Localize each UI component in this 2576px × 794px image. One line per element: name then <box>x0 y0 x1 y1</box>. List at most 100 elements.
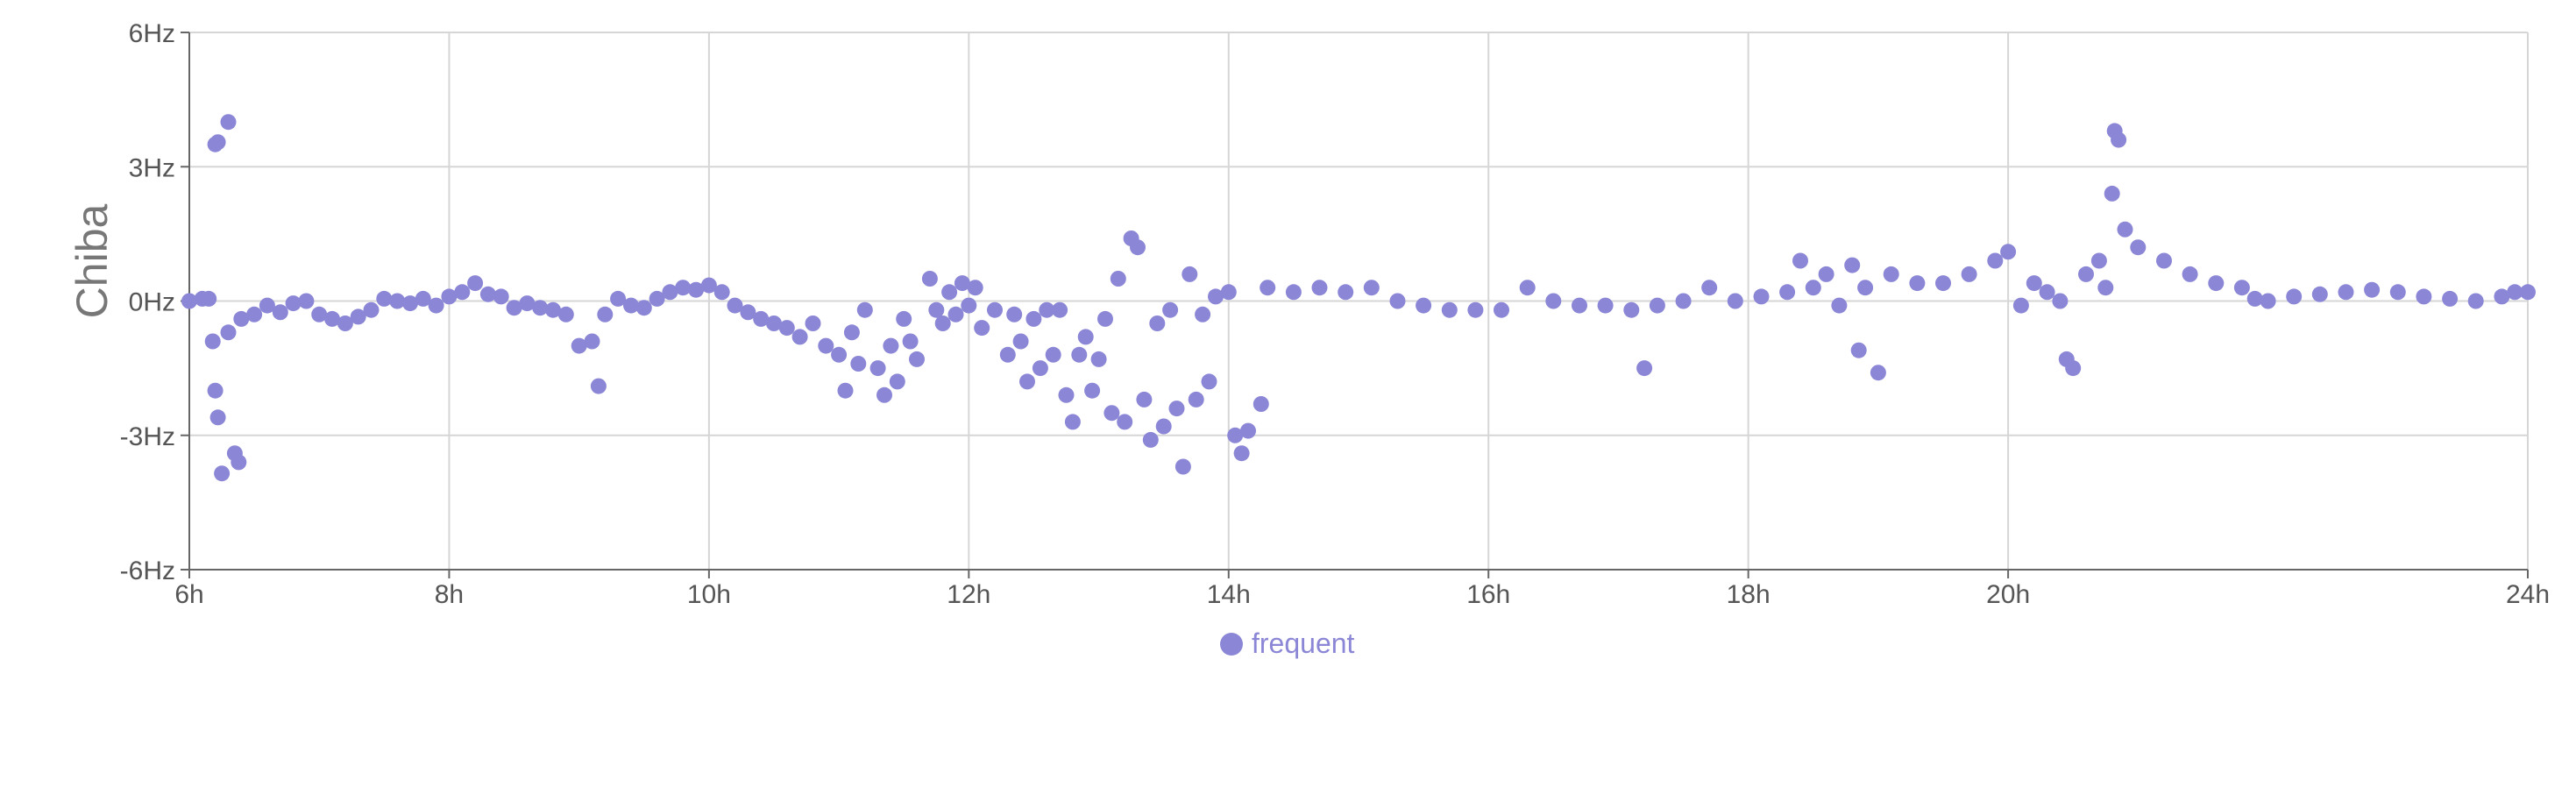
y-tick-label: 3Hz <box>129 153 175 182</box>
legend[interactable]: frequent <box>1220 627 1355 659</box>
data-point <box>909 351 925 367</box>
y-axis-title: Chiba <box>67 203 117 318</box>
data-point <box>324 310 340 327</box>
data-point <box>207 382 224 399</box>
data-point <box>805 315 821 331</box>
data-point <box>700 277 717 294</box>
data-point <box>1285 284 1302 301</box>
data-point <box>1572 297 1587 314</box>
data-point <box>818 337 834 354</box>
data-point <box>688 281 705 298</box>
data-point <box>1850 342 1867 358</box>
data-point <box>2117 221 2133 237</box>
y-tick-labels: 6Hz 3Hz 0Hz -3Hz -6Hz <box>120 19 175 585</box>
data-point <box>231 454 247 471</box>
data-point <box>2039 284 2055 301</box>
data-point <box>1935 275 1951 292</box>
data-point <box>389 293 406 309</box>
data-point <box>941 284 958 301</box>
data-point <box>740 304 756 321</box>
data-point <box>2156 252 2172 269</box>
x-tick-label: 8h <box>435 580 464 609</box>
x-tick-label: 12h <box>947 580 990 609</box>
data-point <box>1909 275 1926 292</box>
data-point <box>766 315 782 331</box>
data-point <box>883 337 899 354</box>
data-point <box>1519 280 1536 296</box>
x-tick-label: 6h <box>174 580 203 609</box>
data-point <box>1220 284 1237 301</box>
data-point <box>856 301 873 318</box>
data-point <box>1130 239 1146 256</box>
data-point <box>753 310 770 327</box>
data-point <box>1831 297 1848 314</box>
data-point <box>246 306 263 323</box>
data-point <box>2520 284 2536 301</box>
data-point <box>889 373 905 390</box>
data-point <box>2065 360 2082 377</box>
x-tick-label: 16h <box>1466 580 1510 609</box>
data-point <box>1623 301 1640 318</box>
data-point <box>1058 386 1075 403</box>
data-point <box>1142 431 1159 448</box>
data-point <box>2000 244 2017 260</box>
data-point <box>1045 346 1061 363</box>
data-point <box>1233 445 1250 462</box>
data-point <box>2097 280 2114 296</box>
data-point <box>363 301 380 318</box>
data-point <box>610 290 627 307</box>
data-point <box>1077 329 1094 345</box>
data-point <box>519 295 536 312</box>
data-point <box>635 300 652 316</box>
data-point <box>181 293 197 309</box>
data-point <box>272 304 288 321</box>
data-point <box>2090 252 2107 269</box>
data-point <box>220 324 237 341</box>
data-point <box>1084 382 1101 399</box>
data-point <box>2338 284 2354 301</box>
data-point <box>1039 301 1055 318</box>
data-point <box>2052 293 2069 309</box>
data-point <box>2182 266 2198 282</box>
legend-swatch-frequent <box>1220 633 1243 656</box>
data-point <box>1253 396 1269 412</box>
data-point <box>896 310 912 327</box>
x-tick-label: 24h <box>2506 580 2550 609</box>
data-point <box>778 320 795 337</box>
data-point <box>506 300 522 316</box>
data-point <box>2494 288 2510 305</box>
data-point <box>2104 185 2120 202</box>
data-point <box>1006 306 1023 323</box>
data-point <box>1857 280 1874 296</box>
data-point <box>259 297 275 314</box>
data-point <box>876 386 892 403</box>
data-point <box>2364 281 2381 298</box>
data-point <box>1136 391 1153 408</box>
data-point <box>623 297 639 314</box>
data-point <box>298 293 315 309</box>
data-point <box>220 114 237 131</box>
x-tick-label: 10h <box>687 580 731 609</box>
data-point <box>713 284 730 301</box>
data-point <box>597 306 614 323</box>
y-tick-label: -6Hz <box>120 557 175 585</box>
data-point <box>2012 297 2029 314</box>
data-point <box>987 301 1003 318</box>
data-point <box>337 315 353 331</box>
data-point <box>350 308 366 325</box>
data-point <box>967 280 983 296</box>
data-point <box>1701 280 1718 296</box>
data-point <box>2286 288 2303 305</box>
data-point <box>1208 288 1224 305</box>
data-point <box>209 409 226 426</box>
data-point <box>233 310 250 327</box>
data-point <box>454 284 471 301</box>
data-point <box>1182 266 1198 282</box>
data-point <box>1597 297 1614 314</box>
x-tick-labels: 6h 8h 10h 12h 14h 16h 18h 20h 24h <box>174 580 2550 609</box>
data-point <box>285 295 302 312</box>
data-point <box>1260 280 1276 296</box>
data-point <box>2260 293 2276 309</box>
data-point <box>2389 284 2406 301</box>
data-point <box>999 346 1016 363</box>
